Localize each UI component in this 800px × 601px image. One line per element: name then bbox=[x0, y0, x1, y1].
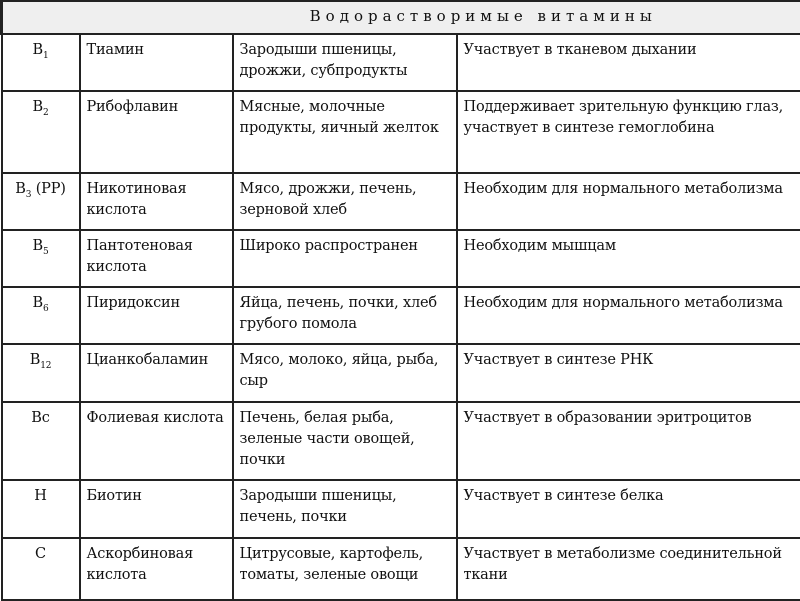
vitamin-sources: Мясные, молочные продукты, яичный желток bbox=[233, 91, 457, 173]
code-subscript: 6 bbox=[43, 304, 49, 314]
vitamin-code: B2 bbox=[2, 91, 80, 173]
vitamin-sources: Печень, белая рыба, зеленые части овощей… bbox=[233, 402, 457, 480]
vitamin-name: Биотин bbox=[80, 480, 233, 538]
table-title: Водорастворимые витамины bbox=[2, 1, 800, 34]
vitamin-function: Поддерживает зрительную функцию глаз, уч… bbox=[457, 91, 800, 173]
code-letter: Bc bbox=[31, 410, 49, 426]
code-letter: B bbox=[33, 295, 43, 311]
code-letter: C bbox=[35, 546, 46, 562]
vitamin-code: B1 bbox=[2, 34, 80, 91]
code-suffix: (PP) bbox=[31, 181, 65, 197]
vitamin-code: Bc bbox=[2, 402, 80, 480]
vitamin-sources: Зародыши пшеницы, печень, почки bbox=[233, 480, 457, 538]
code-letter: B bbox=[33, 238, 43, 254]
vitamin-function: Участвует в метаболизме соединительной т… bbox=[457, 538, 800, 600]
vitamin-function: Необходим мышцам bbox=[457, 230, 800, 287]
vitamin-code: B12 bbox=[2, 344, 80, 402]
table-header-row: Водорастворимые витамины bbox=[2, 1, 800, 34]
code-letter: H bbox=[34, 488, 46, 504]
vitamin-function: Участвует в образовании эритроцитов bbox=[457, 402, 800, 480]
vitamin-function: Участвует в синтезе белка bbox=[457, 480, 800, 538]
vitamin-name: Цианкобаламин bbox=[80, 344, 233, 402]
vitamin-sources: Цитрусовые, картофель, томаты, зеленые о… bbox=[233, 538, 457, 600]
code-subscript: 1 bbox=[43, 51, 49, 61]
vitamin-name: Никотиновая кислота bbox=[80, 173, 233, 230]
vitamin-name: Тиамин bbox=[80, 34, 233, 91]
vitamin-name: Рибофлавин bbox=[80, 91, 233, 173]
vitamin-code: H bbox=[2, 480, 80, 538]
vitamin-code: B6 bbox=[2, 287, 80, 344]
code-subscript: 5 bbox=[43, 247, 49, 257]
vitamin-sources: Мясо, дрожжи, печень, зерновой хлеб bbox=[233, 173, 457, 230]
vitamin-sources: Зародыши пшеницы, дрожжи, субпродукты bbox=[233, 34, 457, 91]
vitamin-function: Необходим для нормального метаболизма bbox=[457, 287, 800, 344]
vitamin-name: Пантотеновая кислота bbox=[80, 230, 233, 287]
vitamin-code: C bbox=[2, 538, 80, 600]
vitamin-name: Аскорбиновая кислота bbox=[80, 538, 233, 600]
vitamin-code: B5 bbox=[2, 230, 80, 287]
vitamin-sources: Яйца, печень, почки, хлеб грубого помола bbox=[233, 287, 457, 344]
code-letter: B bbox=[15, 181, 25, 197]
vitamin-function: Участвует в синтезе РНК bbox=[457, 344, 800, 402]
code-letter: B bbox=[33, 42, 43, 58]
code-letter: B bbox=[30, 352, 40, 368]
vitamin-code: B3 (PP) bbox=[2, 173, 80, 230]
vitamin-sources: Широко распространен bbox=[233, 230, 457, 287]
vitamin-function: Необходим для нормального метаболизма bbox=[457, 173, 800, 230]
vitamin-name: Фолиевая кислота bbox=[80, 402, 233, 480]
vitamin-sources: Мясо, молоко, яйца, рыба, сыр bbox=[233, 344, 457, 402]
vitamin-function: Участвует в тканевом дыхании bbox=[457, 34, 800, 91]
code-subscript: 2 bbox=[43, 108, 49, 118]
vitamin-name: Пиридоксин bbox=[80, 287, 233, 344]
code-subscript: 12 bbox=[40, 361, 51, 371]
code-letter: B bbox=[33, 99, 43, 115]
